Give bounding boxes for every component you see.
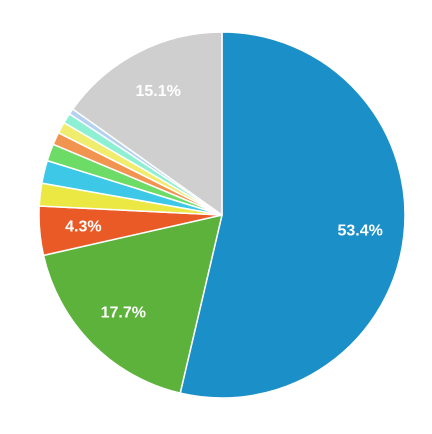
pie-slices [38,31,406,399]
pie-labels: 53.4% 17.7% 4.3% 15.1% [65,83,383,322]
pie-slice-2 [42,214,223,394]
pie-slice-label-2: 17.7% [101,305,146,322]
pie-slice-label-3: 4.3% [65,219,101,236]
pie-slice-label-1: 53.4% [338,223,383,240]
pie-slice-label-11: 15.1% [136,83,181,100]
pie-slice-1 [179,31,406,399]
pie-slice-11 [72,31,223,216]
